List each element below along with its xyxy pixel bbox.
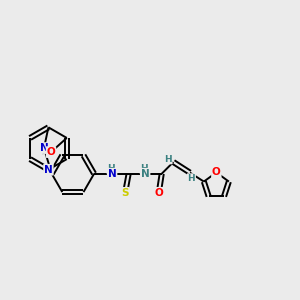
Text: H: H: [140, 164, 148, 173]
Text: H: H: [164, 154, 172, 164]
Text: S: S: [122, 188, 129, 198]
Text: O: O: [212, 167, 221, 178]
Text: H: H: [188, 174, 195, 183]
Text: O: O: [154, 188, 163, 198]
Text: N: N: [40, 143, 48, 153]
Text: N: N: [108, 169, 116, 179]
Text: N: N: [44, 165, 53, 175]
Text: O: O: [46, 147, 56, 157]
Text: H: H: [107, 164, 115, 173]
Text: N: N: [141, 169, 150, 179]
